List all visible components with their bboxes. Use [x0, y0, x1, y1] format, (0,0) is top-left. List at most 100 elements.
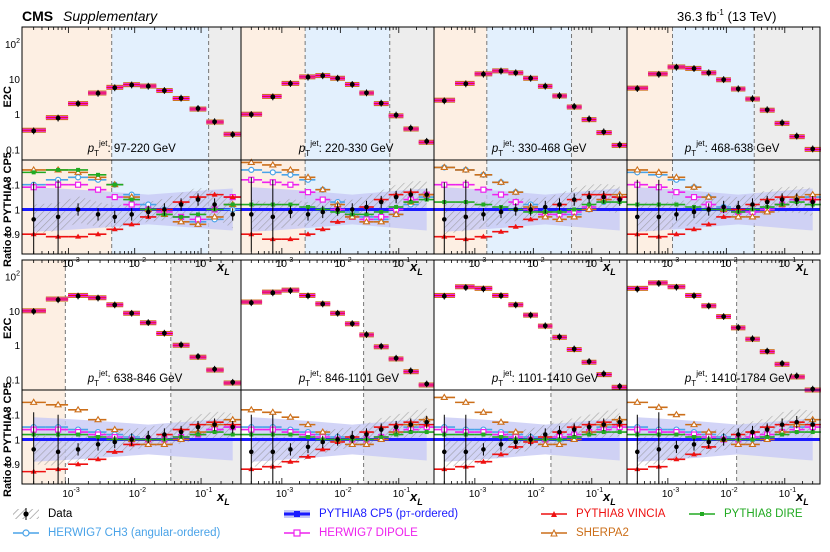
data-point — [305, 74, 311, 80]
ratio-marker — [585, 205, 594, 213]
xl-symbol: x — [795, 489, 804, 504]
ratio-data-point — [810, 422, 815, 427]
data-point — [463, 81, 469, 87]
data-point — [145, 83, 151, 89]
ratio-data-point — [764, 427, 770, 432]
x-tick-label: 10-3 — [469, 257, 486, 270]
pt-sup: jet — [98, 139, 108, 148]
data-point — [95, 295, 101, 301]
ratio-marker — [512, 223, 519, 229]
xl-symbol: x — [795, 259, 804, 274]
pt-range: : 330-468 GeV — [512, 143, 587, 155]
y-tick-label: 1 — [14, 110, 20, 121]
x-tick-base: 10 — [662, 259, 674, 270]
ratio-data-point — [424, 192, 429, 197]
ratio-marker — [497, 191, 505, 198]
ratio-data-point — [320, 439, 326, 445]
ratio-marker — [74, 405, 83, 413]
x-tick-label: 10-2 — [527, 487, 544, 500]
data-point — [349, 82, 355, 87]
ratio-data-point — [288, 447, 293, 452]
ratio-marker — [305, 231, 312, 237]
ratio-marker — [112, 182, 117, 187]
xl-sub: L — [224, 267, 230, 277]
x-tick-label: 10-1 — [586, 257, 603, 270]
ratio-marker — [794, 430, 799, 435]
xl-symbol: x — [216, 259, 225, 274]
ratio-data-point — [378, 427, 384, 432]
ratio-marker — [541, 212, 550, 220]
ratio-marker — [110, 425, 119, 433]
ratio-marker — [287, 458, 294, 464]
ratio-data-point — [735, 204, 741, 210]
x-tick-base: 10 — [276, 259, 288, 270]
xl-sub: L — [610, 267, 616, 277]
ratio-data-point — [779, 422, 785, 427]
ratio-marker — [76, 432, 81, 437]
ratio-marker — [247, 405, 256, 413]
ratio-marker — [96, 172, 101, 177]
ratio-marker — [633, 165, 642, 173]
x-tick-label: 10-3 — [662, 257, 679, 270]
data-point — [691, 66, 697, 71]
legend-symbol-data — [13, 508, 39, 520]
xl-symbol: x — [409, 259, 418, 274]
ratio-marker — [511, 427, 520, 435]
ratio-marker — [691, 226, 698, 232]
data-point — [706, 303, 712, 309]
ratio-data-point — [55, 449, 61, 455]
legend-item-herwig_ch3: HERWIG7 CH3 (angular-ordered) — [12, 527, 220, 539]
legend-marker — [293, 529, 301, 537]
ratio-marker — [748, 212, 757, 220]
ratio-data-point — [794, 197, 800, 202]
y-tick-base: 0.1 — [6, 145, 20, 156]
ratio-marker — [720, 213, 727, 219]
y-tick-base: 1 — [14, 341, 20, 352]
ratio-data-point — [178, 429, 184, 435]
ratio-data-point — [706, 207, 712, 212]
data-point — [364, 332, 369, 337]
ratio-data-point — [248, 212, 254, 217]
ratio-data-point — [195, 197, 201, 202]
ratio-marker — [654, 403, 663, 410]
ratio-data-point — [498, 209, 504, 215]
supplementary-label: Supplementary — [63, 8, 158, 24]
y-tick-label: 10 — [9, 307, 21, 318]
ratio-marker — [654, 168, 663, 175]
data-point — [764, 348, 770, 354]
data-point — [424, 138, 430, 144]
ratio-data-point — [764, 199, 770, 205]
ratio-marker — [810, 430, 815, 435]
data-point — [55, 115, 61, 121]
x-tick-exp: -2 — [538, 257, 544, 264]
ratio-data-point — [779, 197, 785, 202]
data-point — [349, 321, 355, 327]
ratio-marker — [319, 226, 326, 232]
panel-6: pTjet: 846-1101 GeV — [240, 259, 435, 485]
data-point — [586, 116, 592, 122]
ratio-data-point — [95, 212, 101, 217]
data-point — [779, 120, 785, 126]
data-point — [721, 77, 727, 83]
x-tick-exp: -1 — [790, 487, 796, 494]
ratio-data-point — [195, 424, 201, 430]
xl-sub: L — [610, 497, 616, 507]
data-point — [248, 300, 254, 306]
data-point — [178, 95, 184, 101]
region-shade — [627, 260, 737, 390]
data-point — [270, 94, 276, 100]
ratio-data-point — [571, 197, 577, 202]
data-point — [195, 106, 201, 111]
ratio-data-point — [75, 447, 81, 452]
ratio-marker — [424, 430, 429, 435]
ratio-marker — [74, 174, 82, 181]
data-point — [481, 286, 486, 292]
x-tick-label: 10-1 — [779, 487, 796, 500]
ratio-data-point — [408, 422, 414, 427]
data-point — [750, 96, 755, 102]
data-point — [706, 70, 712, 76]
x-tick-exp: -2 — [140, 487, 146, 494]
data-point — [617, 383, 623, 389]
x-tick-exp: -2 — [731, 257, 737, 264]
ratio-marker — [748, 440, 757, 447]
